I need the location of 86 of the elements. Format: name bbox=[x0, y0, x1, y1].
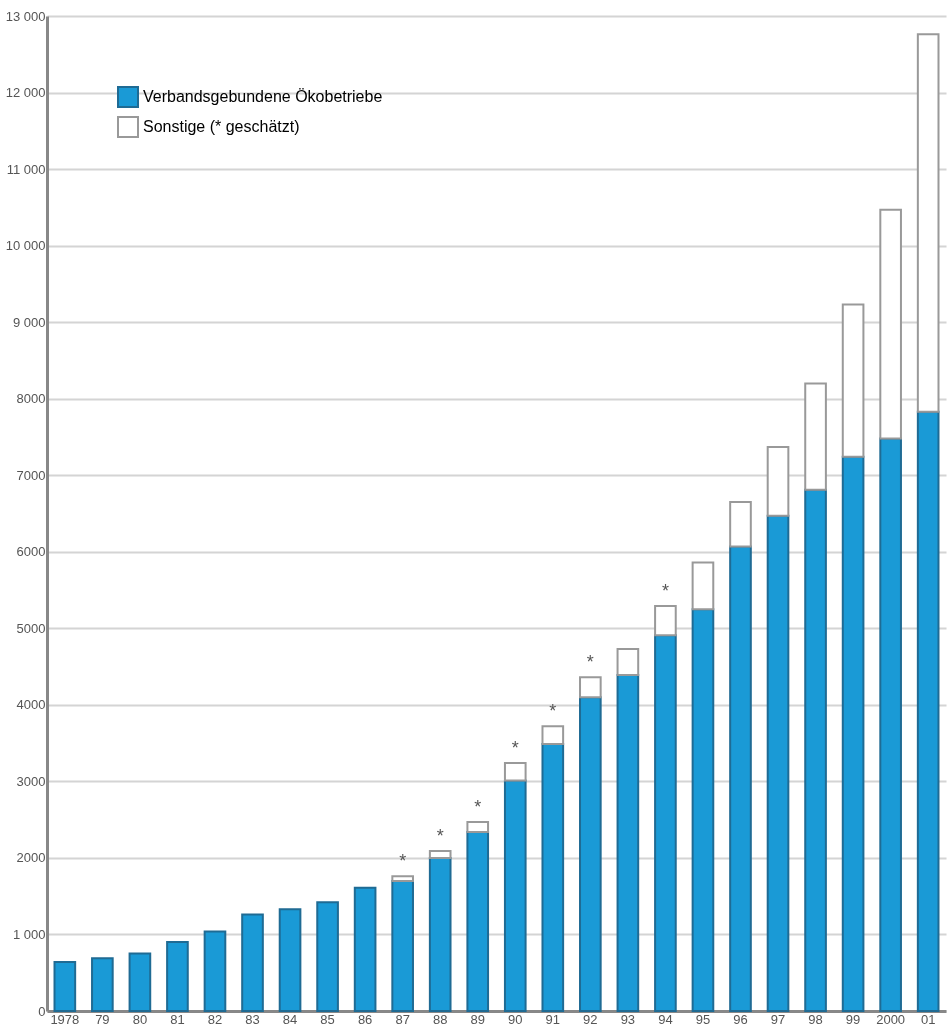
x-tick-label: 97 bbox=[770, 1011, 786, 1027]
x-tick-label: 82 bbox=[207, 1011, 223, 1027]
annotation: * bbox=[586, 652, 594, 673]
x-tick-label: 96 bbox=[733, 1011, 748, 1027]
bar bbox=[729, 545, 752, 1012]
bar bbox=[766, 514, 790, 1012]
y-tick-label: 6000 bbox=[16, 544, 46, 560]
x-tick-label: 92 bbox=[583, 1011, 598, 1027]
bar bbox=[579, 696, 602, 1012]
bar bbox=[166, 941, 189, 1012]
bar bbox=[691, 608, 715, 1012]
bar bbox=[503, 779, 527, 1012]
x-tick-label: 2000 bbox=[876, 1011, 906, 1027]
y-tick-label: 11 000 bbox=[6, 161, 46, 177]
x-tick-label: 89 bbox=[470, 1011, 485, 1027]
x-tick-label: 93 bbox=[620, 1011, 636, 1027]
bar bbox=[541, 742, 565, 1012]
x-tick-label: 94 bbox=[658, 1011, 673, 1027]
bar bbox=[729, 501, 752, 548]
bar bbox=[466, 820, 490, 833]
x-tick-label: 83 bbox=[245, 1011, 260, 1027]
annotation: * bbox=[661, 581, 669, 602]
y-tick-label: 8000 bbox=[16, 391, 46, 407]
x-tick-label: 91 bbox=[545, 1011, 561, 1027]
y-tick-label: 13 000 bbox=[5, 8, 46, 24]
bar bbox=[541, 725, 565, 745]
bar bbox=[691, 561, 715, 611]
bar bbox=[53, 961, 77, 1012]
bar bbox=[616, 647, 640, 676]
y-tick-label: 1 000 bbox=[12, 926, 46, 942]
bar bbox=[128, 952, 152, 1012]
x-tick-label: 86 bbox=[357, 1011, 373, 1027]
bar bbox=[579, 676, 602, 699]
bar bbox=[616, 674, 640, 1012]
bar bbox=[841, 455, 865, 1012]
x-tick-label: 1978 bbox=[50, 1011, 80, 1027]
annotation: * bbox=[511, 738, 519, 759]
y-tick-label: 0 bbox=[38, 1003, 46, 1019]
bar bbox=[428, 850, 452, 859]
y-tick-label: 4000 bbox=[16, 697, 46, 713]
x-tick-label: 88 bbox=[432, 1011, 448, 1027]
x-tick-label: 85 bbox=[320, 1011, 335, 1027]
bar bbox=[466, 830, 490, 1012]
y-tick-label: 5000 bbox=[16, 620, 46, 636]
legend-label: Verbandsgebundene Ökobetriebe bbox=[143, 88, 383, 105]
bar bbox=[654, 605, 677, 637]
y-tick-label: 10 000 bbox=[5, 238, 46, 254]
bar bbox=[916, 33, 940, 413]
y-tick-label: 9 000 bbox=[12, 314, 46, 330]
x-tick-label: 84 bbox=[282, 1011, 298, 1027]
bar bbox=[503, 762, 527, 782]
y-tick-label: 7000 bbox=[16, 467, 46, 483]
legend-label: Sonstige (* geschätzt) bbox=[143, 118, 300, 135]
bar bbox=[353, 886, 377, 1012]
bar bbox=[916, 410, 940, 1012]
x-tick-label: 79 bbox=[95, 1011, 110, 1027]
x-tick-label: 90 bbox=[508, 1011, 523, 1027]
bar bbox=[428, 856, 452, 1012]
bar bbox=[804, 382, 827, 491]
y-tick-label: 12 000 bbox=[5, 85, 46, 101]
bar bbox=[91, 957, 114, 1012]
bar bbox=[879, 437, 902, 1012]
bar bbox=[766, 445, 790, 517]
bar bbox=[391, 875, 414, 882]
bar bbox=[841, 303, 865, 458]
bar bbox=[203, 930, 227, 1012]
annotation: * bbox=[474, 796, 482, 817]
bar bbox=[316, 901, 339, 1012]
bar bbox=[391, 879, 414, 1012]
bar bbox=[804, 488, 827, 1012]
x-tick-label: 99 bbox=[845, 1011, 861, 1027]
x-tick-label: 81 bbox=[170, 1011, 185, 1027]
x-tick-label: 87 bbox=[395, 1011, 410, 1027]
y-tick-label: 2000 bbox=[16, 850, 46, 866]
y-tick-label: 3000 bbox=[16, 773, 46, 789]
annotation: * bbox=[399, 851, 407, 872]
bar bbox=[278, 908, 302, 1012]
x-tick-label: 80 bbox=[132, 1011, 148, 1027]
x-tick-label: 98 bbox=[808, 1011, 823, 1027]
x-tick-label: 95 bbox=[695, 1011, 711, 1027]
bar bbox=[241, 913, 264, 1012]
bar bbox=[654, 634, 677, 1012]
x-tick-label: 01 bbox=[920, 1011, 936, 1027]
bar bbox=[879, 208, 902, 440]
annotation: * bbox=[549, 701, 557, 722]
annotation: * bbox=[436, 826, 444, 847]
